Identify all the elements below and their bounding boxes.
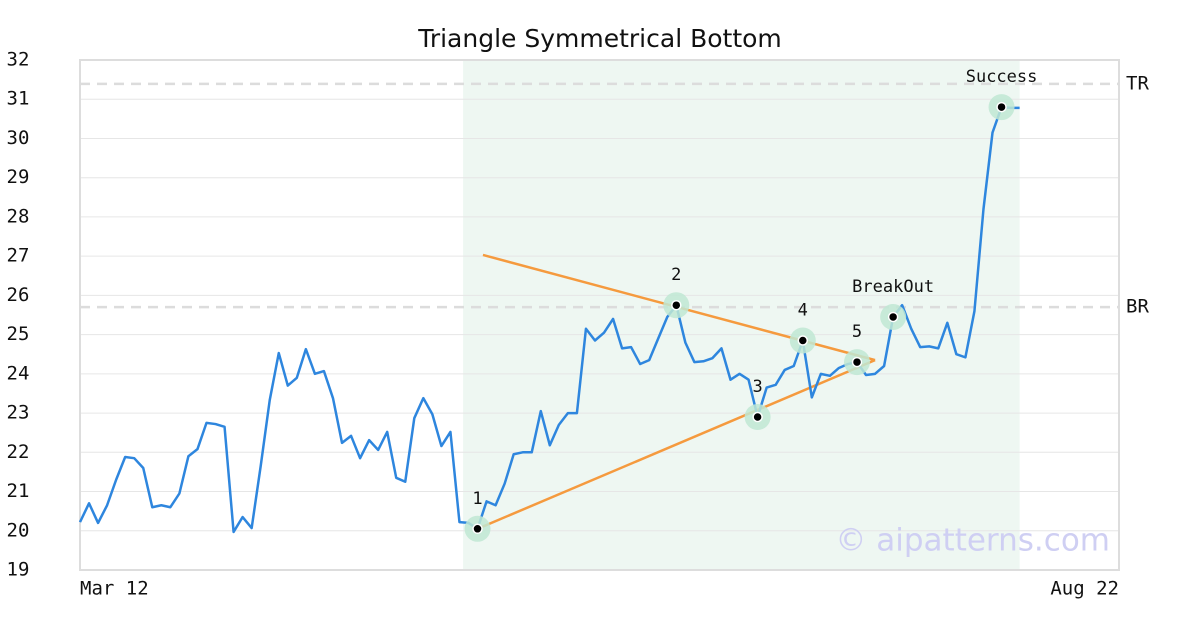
point-label: 2 xyxy=(671,265,681,285)
point-label: 1 xyxy=(472,489,482,509)
y-tick-label: 29 xyxy=(7,166,30,188)
reference-label: TR xyxy=(1126,72,1149,94)
y-tick-label: 30 xyxy=(7,127,30,149)
y-tick-label: 26 xyxy=(7,284,30,306)
plot-frame xyxy=(79,59,1120,571)
chart-title: Triangle Symmetrical Bottom xyxy=(417,24,782,53)
point-dot xyxy=(752,411,763,423)
y-tick-label: 22 xyxy=(7,441,30,463)
y-tick-label: 31 xyxy=(7,88,30,110)
x-tick-label: Mar 12 xyxy=(80,578,149,600)
point-label: 3 xyxy=(752,377,762,397)
y-tick-label: 23 xyxy=(7,402,30,424)
point-label: 4 xyxy=(798,301,808,321)
point-dot xyxy=(996,101,1007,113)
y-tick-label: 27 xyxy=(7,245,30,267)
y-tick-label: 32 xyxy=(7,49,30,71)
point-dot xyxy=(851,356,863,368)
y-tick-label: 21 xyxy=(7,480,30,502)
y-tick-label: 25 xyxy=(7,323,30,345)
y-tick-label: 28 xyxy=(7,205,30,227)
y-tick-label: 19 xyxy=(7,559,30,581)
point-label: 5 xyxy=(852,322,862,342)
point-label: BreakOut xyxy=(852,277,934,297)
point-dot xyxy=(472,523,483,535)
reference-label: BR xyxy=(1126,296,1149,318)
x-tick-label: Aug 22 xyxy=(1050,578,1119,600)
point-label: Success xyxy=(966,67,1038,87)
trend-line xyxy=(477,358,876,530)
y-tick-label: 20 xyxy=(7,519,30,541)
point-dot xyxy=(887,311,899,323)
point-dot xyxy=(671,299,682,311)
point-dot xyxy=(797,335,809,346)
watermark: © aipatterns.com xyxy=(835,523,1110,559)
y-tick-label: 24 xyxy=(7,362,30,384)
pattern-region xyxy=(463,60,1020,570)
